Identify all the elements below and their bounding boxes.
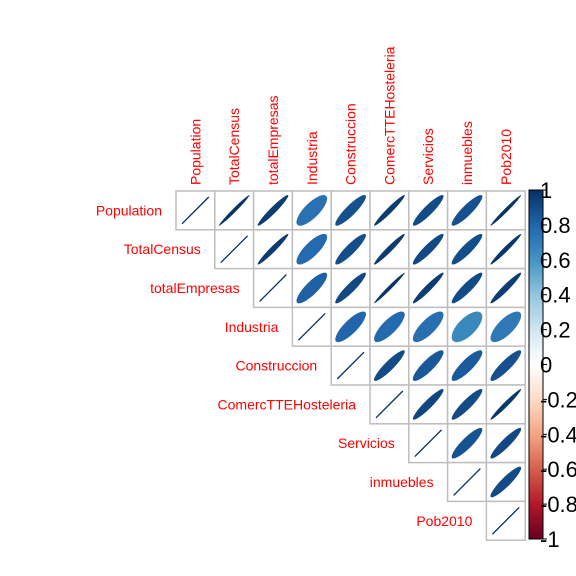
corr-ellipse-ComercTTEHosteleria-inmuebles <box>450 388 484 421</box>
corr-ellipse-TotalCensus-Construccion <box>334 233 367 266</box>
column-label-Pob2010: Pob2010 <box>498 129 514 185</box>
column-label-Construccion: Construccion <box>343 103 359 185</box>
corr-ellipse-Servicios-Pob2010 <box>489 427 522 460</box>
corr-ellipse-TotalCensus-Industria <box>295 233 328 266</box>
row-label-Servicios: Servicios <box>338 435 395 451</box>
column-label-Population: Population <box>187 119 203 185</box>
corr-ellipse-Population-TotalCensus <box>218 194 251 227</box>
colorbar-tick-label: 0.6 <box>540 248 571 273</box>
matrix-cells <box>175 190 526 541</box>
diagonal-mark-totalEmpresas <box>259 274 287 302</box>
column-label-Servicios: Servicios <box>420 128 436 185</box>
diagonal-mark-Construccion <box>336 351 365 380</box>
diagonal-mark-Population <box>181 196 210 225</box>
corr-ellipse-Population-Construccion <box>334 194 367 227</box>
corr-ellipse-TotalCensus-inmuebles <box>450 233 484 266</box>
row-label-Industria: Industria <box>225 319 279 335</box>
corr-ellipse-TotalCensus-totalEmpresas <box>256 233 290 266</box>
corr-ellipse-Construccion-Pob2010 <box>489 349 522 382</box>
diagonal-mark-ComercTTEHosteleria <box>375 390 404 419</box>
colorbar-tick-label: 0.2 <box>540 318 571 343</box>
corr-ellipse-totalEmpresas-Construccion <box>334 271 367 305</box>
row-labels: Population TotalCensus totalEmpresas Indust… <box>96 202 473 528</box>
colorbar-tick-label: -1 <box>540 527 560 552</box>
corr-ellipse-Industria-Servicios <box>412 310 445 343</box>
diagonal-mark-Pob2010 <box>491 506 520 535</box>
column-label-ComercTTEHosteleria: ComercTTEHosteleria <box>381 46 397 185</box>
corr-ellipse-Construccion-ComercTTEHosteleria <box>373 349 406 382</box>
corr-ellipse-Population-Industria <box>295 194 328 227</box>
colorbar-tick-label: -0.8 <box>540 492 576 517</box>
corr-ellipse-Servicios-inmuebles <box>450 427 484 460</box>
column-label-TotalCensus: TotalCensus <box>226 108 242 185</box>
corr-ellipse-TotalCensus-ComercTTEHosteleria <box>373 233 406 266</box>
row-label-ComercTTEHosteleria: ComercTTEHosteleria <box>218 396 357 412</box>
column-label-Industria: Industria <box>304 131 320 185</box>
corr-ellipse-Population-totalEmpresas <box>256 194 290 227</box>
corr-ellipse-totalEmpresas-Servicios <box>412 271 445 305</box>
row-label-Construccion: Construccion <box>235 358 317 374</box>
corr-ellipse-Population-Servicios <box>412 194 445 227</box>
row-label-TotalCensus: TotalCensus <box>124 241 201 257</box>
row-label-Population: Population <box>96 202 162 218</box>
row-label-inmuebles: inmuebles <box>370 474 434 490</box>
corr-ellipse-ComercTTEHosteleria-Servicios <box>412 388 445 421</box>
column-labels: Population TotalCensus totalEmpresas Indust… <box>187 46 513 185</box>
corr-ellipse-totalEmpresas-Pob2010 <box>489 271 522 305</box>
colorbar-tick-label: 0.4 <box>540 283 571 308</box>
row-label-totalEmpresas: totalEmpresas <box>150 280 239 296</box>
colorbar-tick-label: -0.6 <box>540 457 576 482</box>
diagonal-mark-inmuebles <box>453 468 481 496</box>
corr-ellipse-Industria-ComercTTEHosteleria <box>373 310 406 343</box>
diagonal-mark-Servicios <box>414 429 443 458</box>
corr-ellipse-Industria-Pob2010 <box>489 310 522 343</box>
corr-ellipse-totalEmpresas-Industria <box>295 271 328 305</box>
diagonal-mark-TotalCensus <box>220 235 249 264</box>
colorbar-tick-label: 0 <box>540 353 552 378</box>
corr-ellipse-Industria-Construccion <box>334 310 367 343</box>
corr-ellipse-totalEmpresas-inmuebles <box>450 271 484 305</box>
corr-ellipse-inmuebles-Pob2010 <box>489 465 522 499</box>
colorbar-tick-label: -0.4 <box>540 422 576 447</box>
colorbar-tick-label: 1 <box>540 178 552 203</box>
column-label-totalEmpresas: totalEmpresas <box>265 96 281 185</box>
corr-ellipse-totalEmpresas-ComercTTEHosteleria <box>373 271 406 305</box>
column-label-inmuebles: inmuebles <box>459 121 475 185</box>
diagonal-mark-Industria <box>297 312 326 341</box>
colorbar-tick-label: 0.8 <box>540 213 571 238</box>
corr-ellipse-ComercTTEHosteleria-Pob2010 <box>489 388 522 421</box>
corr-ellipse-Population-Pob2010 <box>489 194 522 227</box>
corr-ellipse-Industria-inmuebles <box>450 310 484 343</box>
corr-ellipse-TotalCensus-Pob2010 <box>489 233 522 266</box>
corr-ellipse-TotalCensus-Servicios <box>412 233 445 266</box>
corr-ellipse-Construccion-inmuebles <box>450 349 484 382</box>
row-label-Pob2010: Pob2010 <box>416 513 472 529</box>
colorbar-tick-label: -0.2 <box>540 387 576 412</box>
corr-ellipse-Construccion-Servicios <box>412 349 445 382</box>
corr-ellipse-Population-inmuebles <box>450 194 484 227</box>
corr-ellipse-Population-ComercTTEHosteleria <box>373 194 406 227</box>
colorbar: 1 0.8 0.6 0.4 0.2 0 -0.2 -0.4 -0.6 -0.8 -1 <box>528 178 576 552</box>
